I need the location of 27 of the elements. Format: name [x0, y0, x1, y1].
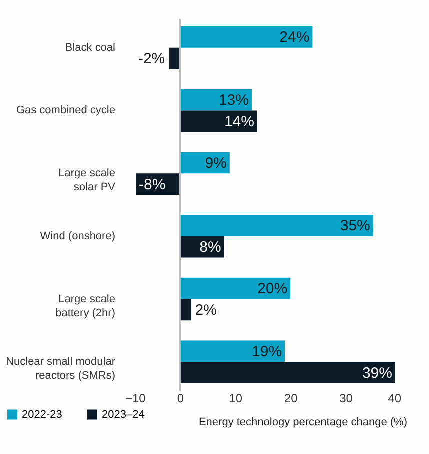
data-label: -2% [138, 50, 166, 68]
data-label: 9% [205, 154, 227, 172]
y-tick-label: Large scale solar PV [58, 168, 116, 194]
legend-label: 2022-23 [22, 408, 62, 421]
data-label: -8% [139, 176, 166, 194]
data-label: 19% [252, 343, 282, 360]
data-label: 39% [362, 364, 392, 382]
data-label: 14% [224, 113, 254, 130]
data-label: 2% [195, 302, 217, 319]
x-tick-label: −10 [126, 392, 146, 406]
data-label: 13% [218, 92, 249, 110]
y-tick-label: Nuclear small modular reactors (SMRs) [6, 356, 116, 382]
data-label: 35% [340, 218, 370, 235]
y-tick-label: Large scale battery (2hr) [56, 293, 116, 320]
x-tick-label: 10 [229, 392, 243, 406]
y-tick-label: Wind (onshore) [40, 230, 116, 242]
data-label: 24% [280, 29, 310, 46]
x-tick-label: 40 [388, 392, 402, 406]
x-tick-label: 30 [340, 392, 354, 406]
x-axis-title: Energy technology percentage change (%) [198, 416, 408, 428]
x-tick-label: 20 [284, 392, 298, 406]
y-tick-label: Gas combined cycle [16, 104, 116, 117]
data-label: 20% [258, 280, 288, 298]
data-label: 8% [200, 239, 222, 256]
y-tick-label: Black coal [65, 42, 116, 54]
x-tick-label: 0 [177, 392, 184, 406]
legend-label: 2023–24 [102, 408, 145, 421]
